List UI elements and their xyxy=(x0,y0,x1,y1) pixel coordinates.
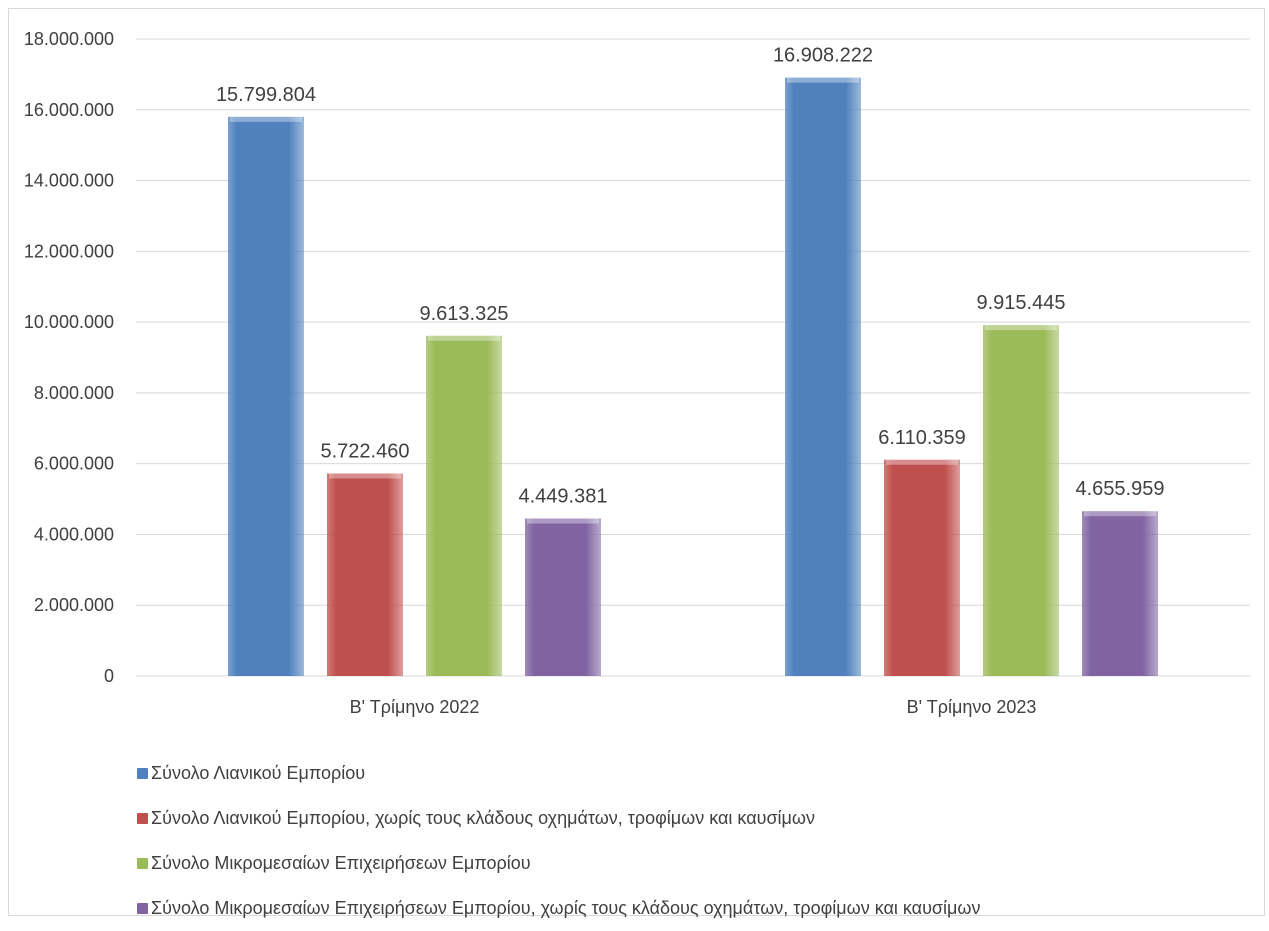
bar xyxy=(983,325,1059,676)
y-tick-label: 14.000.000 xyxy=(24,171,114,191)
category-label: Β' Τρίμηνο 2023 xyxy=(907,697,1037,717)
y-axis: 0 2.000.000 4.000.000 6.000.000 8.000.000 10.… xyxy=(24,29,114,686)
bar-highlight xyxy=(527,518,599,524)
legend: Σύνολο Λιανικού Εμπορίου Σύνολο Λιανικού … xyxy=(137,751,980,931)
y-tick-label: 6.000.000 xyxy=(34,454,114,474)
bar-highlight xyxy=(886,459,958,465)
legend-swatch xyxy=(137,813,148,824)
y-tick-label: 18.000.000 xyxy=(24,29,114,49)
legend-item: Σύνολο Λιανικού Εμπορίου, χωρίς τους κλά… xyxy=(137,796,980,841)
y-tick-label: 0 xyxy=(104,666,114,686)
data-label: 5.722.460 xyxy=(321,440,410,462)
data-label: 9.915.445 xyxy=(977,292,1066,314)
y-tick-label: 8.000.000 xyxy=(34,383,114,403)
data-label: 4.655.959 xyxy=(1076,478,1165,500)
legend-swatch xyxy=(137,903,148,914)
bar-highlight xyxy=(230,116,302,122)
bar-highlight xyxy=(985,325,1057,331)
legend-label: Σύνολο Λιανικού Εμπορίου, χωρίς τους κλά… xyxy=(151,808,815,828)
legend-label: Σύνολο Μικρομεσαίων Επιχειρήσεων Εμπορίο… xyxy=(151,853,531,873)
data-label: 15.799.804 xyxy=(216,84,316,106)
data-label: 4.449.381 xyxy=(519,486,608,508)
y-tick-label: 2.000.000 xyxy=(34,595,114,615)
bar xyxy=(1082,511,1158,676)
legend-label: Σύνολο Μικρομεσαίων Επιχειρήσεων Εμπορίο… xyxy=(151,898,981,918)
y-tick-label: 16.000.000 xyxy=(24,100,114,120)
bar-chart: 0 2.000.000 4.000.000 6.000.000 8.000.000 10.… xyxy=(24,29,1250,717)
y-tick-label: 10.000.000 xyxy=(24,312,114,332)
bar xyxy=(525,518,601,676)
category-label: Β' Τρίμηνο 2022 xyxy=(350,697,480,717)
legend-item: Σύνολο Μικρομεσαίων Επιχειρήσεων Εμπορίο… xyxy=(137,841,980,886)
bar xyxy=(785,77,861,676)
bar-highlight xyxy=(787,77,859,83)
bar-highlight xyxy=(1084,511,1156,517)
bar-highlight xyxy=(329,473,401,479)
legend-item: Σύνολο Λιανικού Εμπορίου xyxy=(137,751,980,796)
data-label: 16.908.222 xyxy=(773,45,873,67)
bar xyxy=(884,459,960,676)
data-label: 9.613.325 xyxy=(420,303,509,325)
chart-frame: 0 2.000.000 4.000.000 6.000.000 8.000.000 10.… xyxy=(8,8,1265,918)
legend-swatch xyxy=(137,768,148,779)
bar xyxy=(426,335,502,676)
bar xyxy=(228,116,304,677)
legend-swatch xyxy=(137,858,148,869)
legend-item: Σύνολο Μικρομεσαίων Επιχειρήσεων Εμπορίο… xyxy=(137,886,980,931)
y-tick-label: 12.000.000 xyxy=(24,241,114,261)
legend-label: Σύνολο Λιανικού Εμπορίου xyxy=(151,763,366,783)
y-tick-label: 4.000.000 xyxy=(34,524,114,544)
bar xyxy=(327,473,403,676)
data-labels: 15.799.804 5.722.460 9.613.325 4.449.381 16.… xyxy=(216,45,1165,508)
gridlines xyxy=(136,38,1250,677)
bar-highlight xyxy=(428,335,500,341)
data-label: 6.110.359 xyxy=(878,427,966,449)
x-axis: Β' Τρίμηνο 2022 Β' Τρίμηνο 2023 xyxy=(350,697,1037,717)
bars xyxy=(228,77,1158,677)
